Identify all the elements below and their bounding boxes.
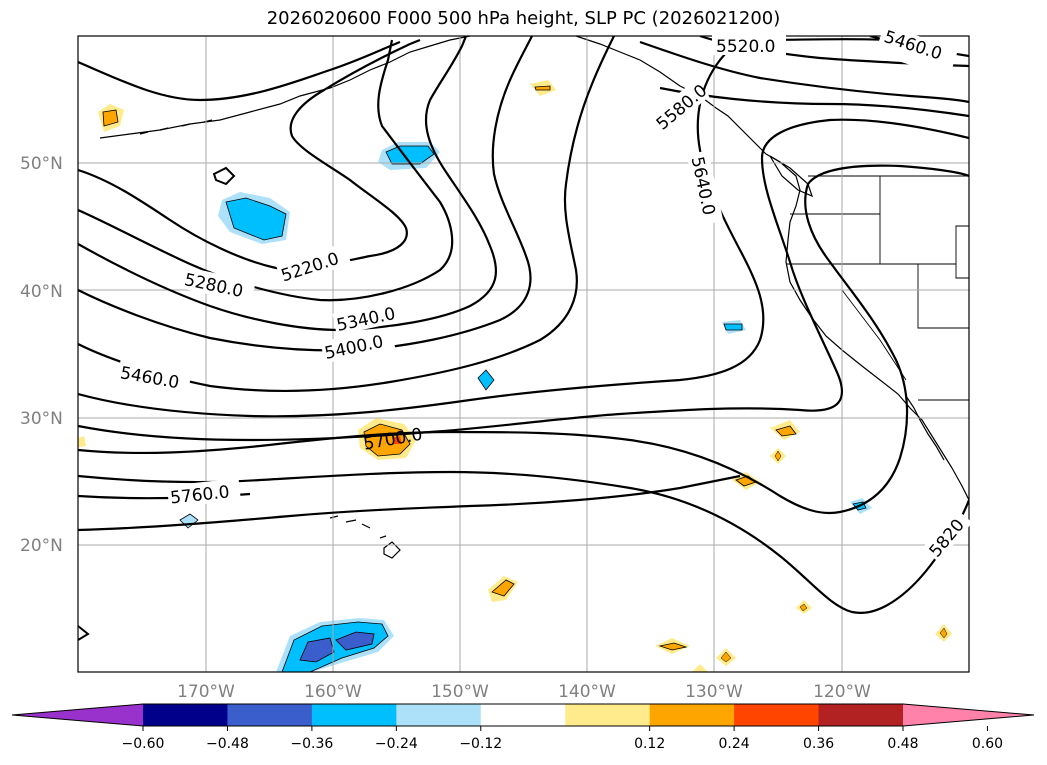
plot-area: [78, 36, 969, 672]
contour-line: [78, 164, 969, 515]
anomaly-blob: [477, 369, 495, 391]
height-contours: [78, 36, 969, 614]
contour-line: [78, 470, 969, 614]
colorbar-extend-low: [12, 704, 143, 726]
aleutian-islands: [139, 119, 213, 135]
colorbar-tick-label: 0.60: [972, 736, 1003, 752]
anomaly-blob: [363, 423, 411, 457]
contour-label-bg: [712, 33, 786, 55]
anomaly-blob: [299, 637, 335, 663]
anomaly-blob: [225, 197, 287, 241]
anomaly-blob: [720, 651, 732, 663]
contour-line: [78, 36, 615, 393]
anomaly-blob: [392, 436, 402, 444]
contour-line: [78, 118, 969, 442]
lon-label-170w: 170°W: [177, 682, 235, 702]
latitude-labels: 50°N 40°N 30°N 20°N: [20, 154, 63, 556]
colorbar-tick-label: −0.60: [122, 736, 165, 752]
anomaly-blob: [774, 450, 782, 462]
contour-label-bg: [166, 478, 241, 508]
colorbar-tick-label: 0.24: [719, 736, 750, 752]
colorbar-segment: [480, 704, 566, 726]
anomaly-blob: [658, 642, 688, 651]
colorbar-extend-high: [903, 704, 1034, 726]
anomaly-blob: [102, 109, 119, 127]
hawaii-islands: [329, 515, 401, 559]
colorbar-segment: [818, 704, 904, 726]
contour-line: [78, 36, 533, 352]
contour-line: [78, 474, 741, 532]
contour-label-bg: [180, 266, 256, 304]
colorbar-tick-label: −0.48: [206, 736, 249, 752]
colorbar-segment: [734, 704, 820, 726]
vancouver-island: [769, 155, 813, 198]
contour-line: [78, 36, 765, 418]
pole-island: [212, 166, 236, 186]
anomaly-blob: [385, 145, 435, 165]
colorbar-segment: [227, 704, 313, 726]
contour-label-bg: [874, 24, 959, 78]
contour-label-bg: [649, 79, 710, 135]
anomaly-blob: [534, 85, 551, 91]
lat-label-50n: 50°N: [20, 154, 63, 174]
colorbar: −0.60 −0.48 −0.36 −0.24 −0.12 0.12 0.24 0.36 0.4…: [11, 703, 1035, 752]
contour-line: [78, 36, 498, 332]
contour-line: [78, 39, 454, 302]
contour-label-bg: [275, 242, 352, 287]
plot-frame: [77, 35, 970, 673]
state-border: [917, 264, 969, 329]
colorbar-segment: [143, 704, 228, 726]
colorbar-tick-label: 0.48: [887, 736, 918, 752]
colorbar-segment: [649, 704, 735, 726]
lon-label-130w: 130°W: [685, 682, 743, 702]
anomaly-blob: [78, 436, 86, 448]
baja-california-coast: [905, 395, 945, 461]
colorbar-tick-label: −0.12: [459, 736, 502, 752]
anomaly-blob: [723, 323, 743, 331]
contour-label: 5520.0: [716, 37, 775, 57]
lat-label-20n: 20°N: [20, 536, 63, 556]
colorbar-segment: [396, 704, 482, 726]
contour-label-bg: [686, 150, 724, 226]
colorbar-tick-label: −0.36: [290, 736, 333, 752]
contour-label-bg: [116, 359, 192, 395]
lat-label-40n: 40°N: [20, 282, 63, 302]
lon-label-120w: 120°W: [813, 682, 871, 702]
colorbar-tick-label: 0.12: [634, 736, 665, 752]
anomaly-blob: [775, 425, 797, 437]
left-edge-feature: [78, 625, 90, 641]
map-title: 2026020600 F000 500 hPa height, SLP PC (…: [266, 8, 781, 29]
colorbar-segment: [565, 704, 651, 726]
alaska-peninsula-coast: [99, 36, 471, 139]
anomaly-blob: [939, 627, 948, 639]
colorbar-tick-label: −0.24: [375, 736, 418, 752]
anomaly-blob: [491, 579, 515, 597]
lon-label-150w: 150°W: [431, 682, 489, 702]
contour-label-bg: [922, 508, 973, 563]
colorbar-tick-label: 0.36: [803, 736, 834, 752]
contour-line: [639, 40, 969, 104]
anomaly-blob: [335, 631, 375, 651]
contour-label-bg: [320, 326, 396, 364]
anomaly-blob: [799, 603, 808, 612]
graticule: [78, 36, 969, 672]
lon-label-140w: 140°W: [558, 682, 616, 702]
lat-label-30n: 30°N: [20, 409, 63, 429]
anomaly-blob: [692, 664, 708, 672]
contour-label-bg: [332, 298, 408, 336]
longitude-labels: 170°W 160°W 150°W 140°W 130°W 120°W: [177, 682, 871, 702]
colorbar-segment: [311, 704, 397, 726]
lon-label-160w: 160°W: [304, 682, 362, 702]
contour-line: [78, 40, 401, 102]
state-border: [955, 225, 969, 279]
contour-line: [78, 38, 421, 270]
